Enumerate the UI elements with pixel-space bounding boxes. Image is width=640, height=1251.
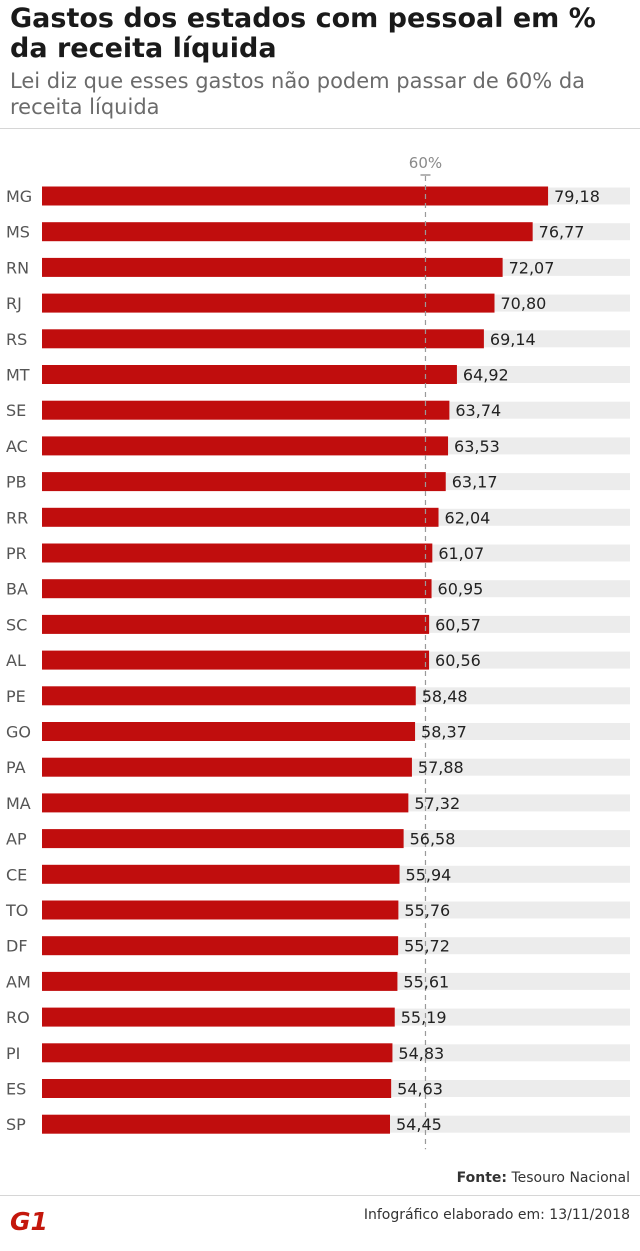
category-label: MT bbox=[6, 366, 30, 385]
value-label: 60,57 bbox=[435, 615, 481, 634]
bar bbox=[42, 579, 432, 599]
value-label: 55,94 bbox=[406, 865, 452, 884]
bar bbox=[42, 400, 450, 420]
logo-text: G1 bbox=[10, 1207, 48, 1235]
category-label: BA bbox=[6, 580, 28, 599]
category-label: MS bbox=[6, 223, 30, 242]
bar bbox=[42, 329, 484, 349]
value-label: 57,32 bbox=[414, 794, 460, 813]
bar bbox=[42, 614, 430, 634]
footer-divider bbox=[0, 1195, 640, 1196]
bar bbox=[42, 971, 398, 991]
bar bbox=[42, 829, 404, 849]
value-label: 54,83 bbox=[398, 1044, 444, 1063]
value-label: 55,76 bbox=[404, 901, 450, 920]
category-label: PI bbox=[6, 1044, 20, 1063]
category-label: GO bbox=[6, 723, 31, 742]
value-label: 55,19 bbox=[401, 1008, 447, 1027]
value-label: 63,74 bbox=[455, 401, 501, 420]
credit-note: Infográfico elaborado em: 13/11/2018 bbox=[363, 1207, 630, 1223]
value-label: 54,45 bbox=[396, 1115, 442, 1134]
category-label: TO bbox=[5, 901, 28, 920]
category-label: AC bbox=[6, 437, 28, 456]
bar bbox=[42, 436, 449, 456]
bar-chart: 60% MG 79,18 MS 76,77 RN 72,07 RJ 70,80 RS 69,14 MT… bbox=[5, 154, 630, 1150]
value-label: 58,37 bbox=[421, 723, 467, 742]
category-label: AP bbox=[6, 830, 27, 849]
value-label: 76,77 bbox=[539, 223, 585, 242]
g1-logo: G1 bbox=[10, 1207, 48, 1235]
category-label: RS bbox=[6, 330, 27, 349]
bar bbox=[42, 365, 457, 384]
bar bbox=[42, 1007, 395, 1027]
value-label: 60,95 bbox=[438, 580, 484, 599]
value-label: 72,07 bbox=[509, 258, 555, 277]
category-label: PE bbox=[6, 687, 26, 706]
bar bbox=[42, 1114, 391, 1134]
value-label: 55,61 bbox=[403, 972, 449, 991]
bar bbox=[42, 1079, 392, 1098]
category-label: RO bbox=[6, 1008, 30, 1027]
category-label: PA bbox=[6, 758, 26, 777]
source-note: Fonte: Tesouro Nacional bbox=[457, 1170, 630, 1186]
header-divider bbox=[0, 128, 640, 129]
value-label: 70,80 bbox=[501, 294, 547, 313]
chart-title: Gastos dos estados com pessoal em % da r… bbox=[10, 3, 596, 64]
value-label: 63,17 bbox=[452, 473, 498, 492]
bar bbox=[42, 686, 416, 706]
value-label: 56,58 bbox=[410, 830, 456, 849]
bar bbox=[42, 186, 549, 206]
category-label: ES bbox=[6, 1080, 26, 1099]
category-label: PB bbox=[6, 473, 27, 492]
bar bbox=[42, 936, 399, 956]
reference-label: 60% bbox=[409, 154, 442, 172]
value-label: 55,72 bbox=[404, 937, 450, 956]
source-label: Fonte: bbox=[456, 1170, 508, 1186]
category-label: MG bbox=[6, 187, 32, 206]
source-value: Tesouro Nacional bbox=[511, 1170, 630, 1186]
bars bbox=[42, 186, 549, 1134]
category-label: SP bbox=[6, 1115, 26, 1134]
category-label: MA bbox=[6, 794, 31, 813]
category-label: RN bbox=[6, 258, 29, 277]
category-label: RR bbox=[6, 508, 28, 527]
value-label: 62,04 bbox=[445, 508, 491, 527]
value-label: 79,18 bbox=[554, 187, 600, 206]
bar bbox=[42, 864, 400, 884]
value-label: 69,14 bbox=[490, 330, 536, 349]
bar bbox=[42, 650, 430, 670]
bar bbox=[42, 507, 439, 527]
category-label: AM bbox=[6, 972, 31, 991]
value-label: 64,92 bbox=[463, 366, 509, 385]
value-label: 58,48 bbox=[422, 687, 468, 706]
bar bbox=[42, 543, 433, 563]
category-label: SC bbox=[6, 615, 27, 634]
value-label: 54,63 bbox=[397, 1080, 443, 1099]
category-label: AL bbox=[6, 651, 26, 670]
bar bbox=[42, 722, 416, 741]
bar bbox=[42, 293, 495, 313]
bar bbox=[42, 757, 412, 777]
bar bbox=[42, 222, 533, 242]
bar bbox=[42, 900, 399, 920]
chart-subtitle: Lei diz que esses gastos não podem passa… bbox=[10, 69, 586, 119]
bar bbox=[42, 793, 409, 813]
category-label: RJ bbox=[6, 294, 22, 313]
bar bbox=[42, 472, 446, 492]
category-label: CE bbox=[6, 865, 27, 884]
bar bbox=[42, 257, 503, 277]
value-label: 57,88 bbox=[418, 758, 464, 777]
category-label: SE bbox=[6, 401, 26, 420]
category-label: PR bbox=[6, 544, 27, 563]
labels: MG 79,18 MS 76,77 RN 72,07 RJ 70,80 RS 69,14 MT 64,… bbox=[5, 187, 600, 1134]
value-label: 60,56 bbox=[435, 651, 481, 670]
value-label: 63,53 bbox=[454, 437, 500, 456]
value-label: 61,07 bbox=[438, 544, 484, 563]
bar bbox=[42, 1043, 393, 1063]
category-label: DF bbox=[6, 937, 28, 956]
